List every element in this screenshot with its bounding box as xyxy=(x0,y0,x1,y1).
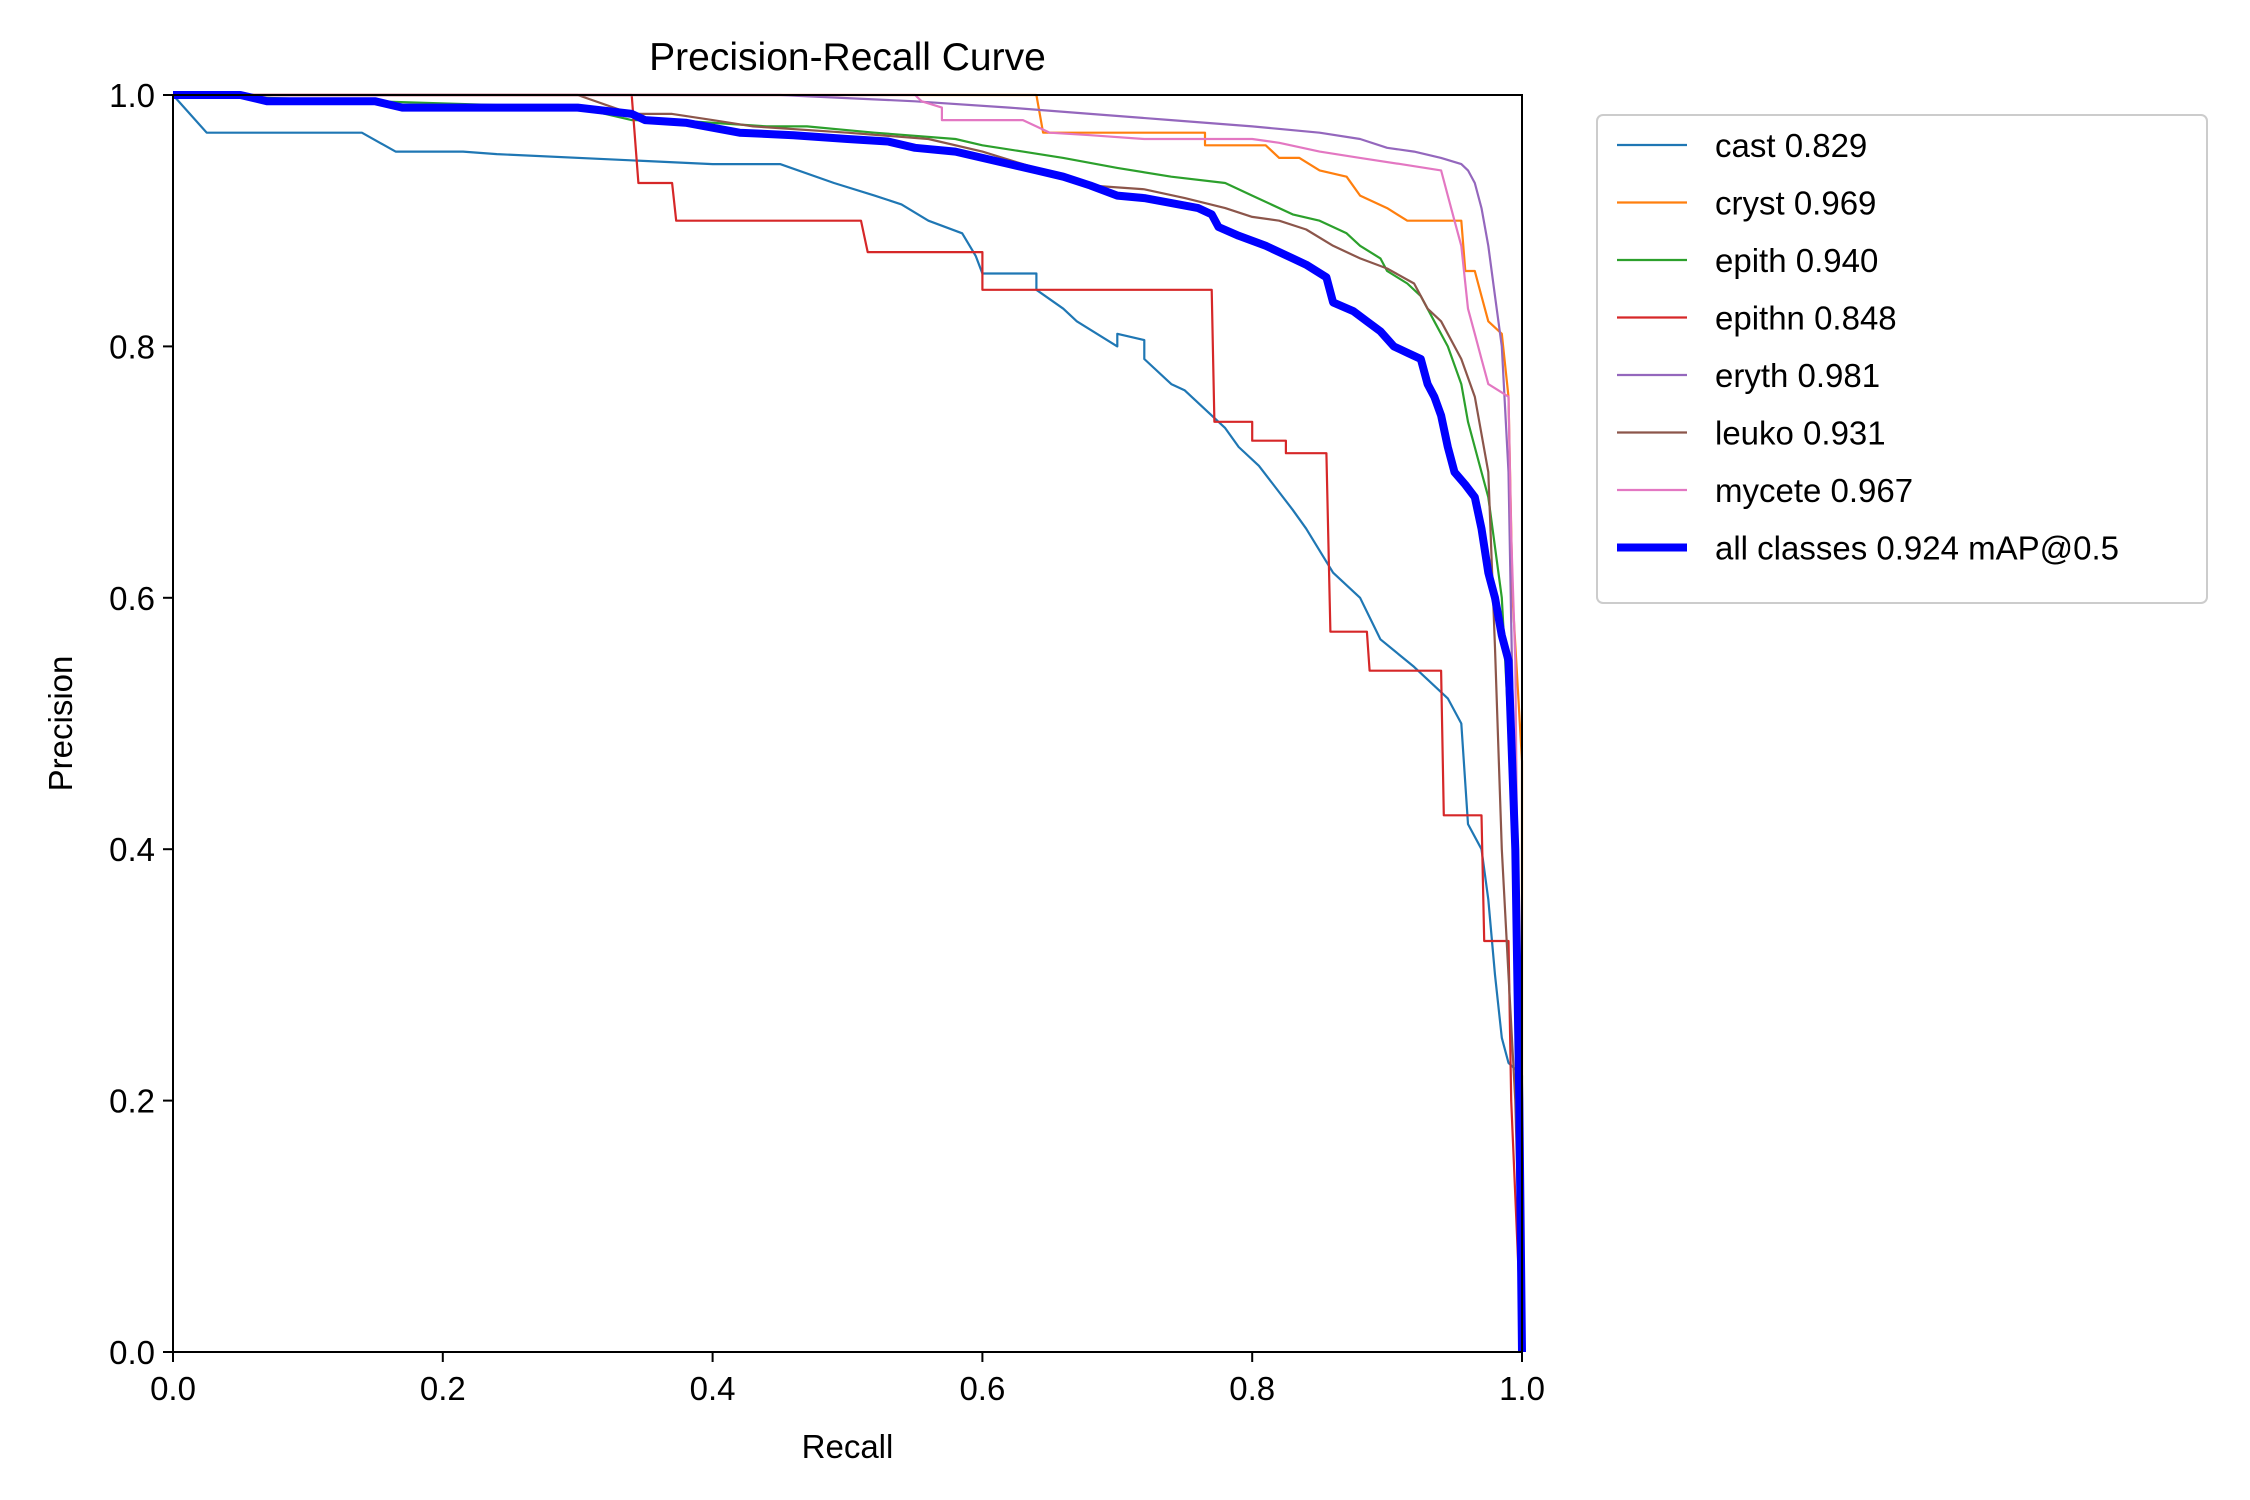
legend-label: eryth 0.981 xyxy=(1715,357,1880,394)
plot-frame xyxy=(172,94,1523,1353)
chart-title: Precision-Recall Curve xyxy=(649,36,1046,79)
x-tick-label: 0.2 xyxy=(420,1370,466,1407)
x-tick-label: 0.8 xyxy=(1229,1370,1275,1407)
legend-label: mycete 0.967 xyxy=(1715,472,1913,509)
legend-label: leuko 0.931 xyxy=(1715,415,1886,452)
legend-box xyxy=(1596,114,2208,604)
y-tick-label: 0.8 xyxy=(109,328,155,365)
legend-label: cryst 0.969 xyxy=(1715,185,1876,222)
y-tick-label: 0.6 xyxy=(109,580,155,617)
series-line-mycete xyxy=(173,93,1524,1353)
x-tick-label: 1.0 xyxy=(1499,1370,1545,1407)
series-layer xyxy=(172,91,1526,1353)
axes-layer: 0.0 0.2 0.4 0.6 0.8 1.0 0.0 0.2 0.4 0.6 0.8 1.0 xyxy=(109,77,1545,1407)
x-tick-label: 0.0 xyxy=(150,1370,196,1407)
x-tick-label: 0.4 xyxy=(690,1370,736,1407)
legend-label: epith 0.940 xyxy=(1715,242,1878,279)
legend-label: all classes 0.924 mAP@0.5 xyxy=(1715,530,2119,567)
y-tick-label: 0.0 xyxy=(109,1334,155,1371)
y-tick-label: 1.0 xyxy=(109,77,155,114)
series-line-epith xyxy=(172,93,1524,1352)
series-line-leuko xyxy=(173,93,1524,1353)
legend-label: cast 0.829 xyxy=(1715,127,1867,164)
series-line-cast xyxy=(172,94,1524,1352)
y-tick-label: 0.4 xyxy=(109,831,155,868)
series-line-eryth xyxy=(173,93,1524,1353)
y-axis-title: Precision xyxy=(42,656,79,792)
legend: cast 0.829 cryst 0.969 epith 0.940 epithn 0… xyxy=(1596,114,2208,604)
series-line-cryst xyxy=(173,93,1524,1352)
series-line-all xyxy=(173,91,1526,1353)
y-tick-label: 0.2 xyxy=(109,1083,155,1120)
x-axis-title: Recall xyxy=(802,1428,894,1465)
series-line-epithn xyxy=(173,93,1524,1353)
x-tick-label: 0.6 xyxy=(959,1370,1005,1407)
legend-label: epithn 0.848 xyxy=(1715,300,1897,337)
